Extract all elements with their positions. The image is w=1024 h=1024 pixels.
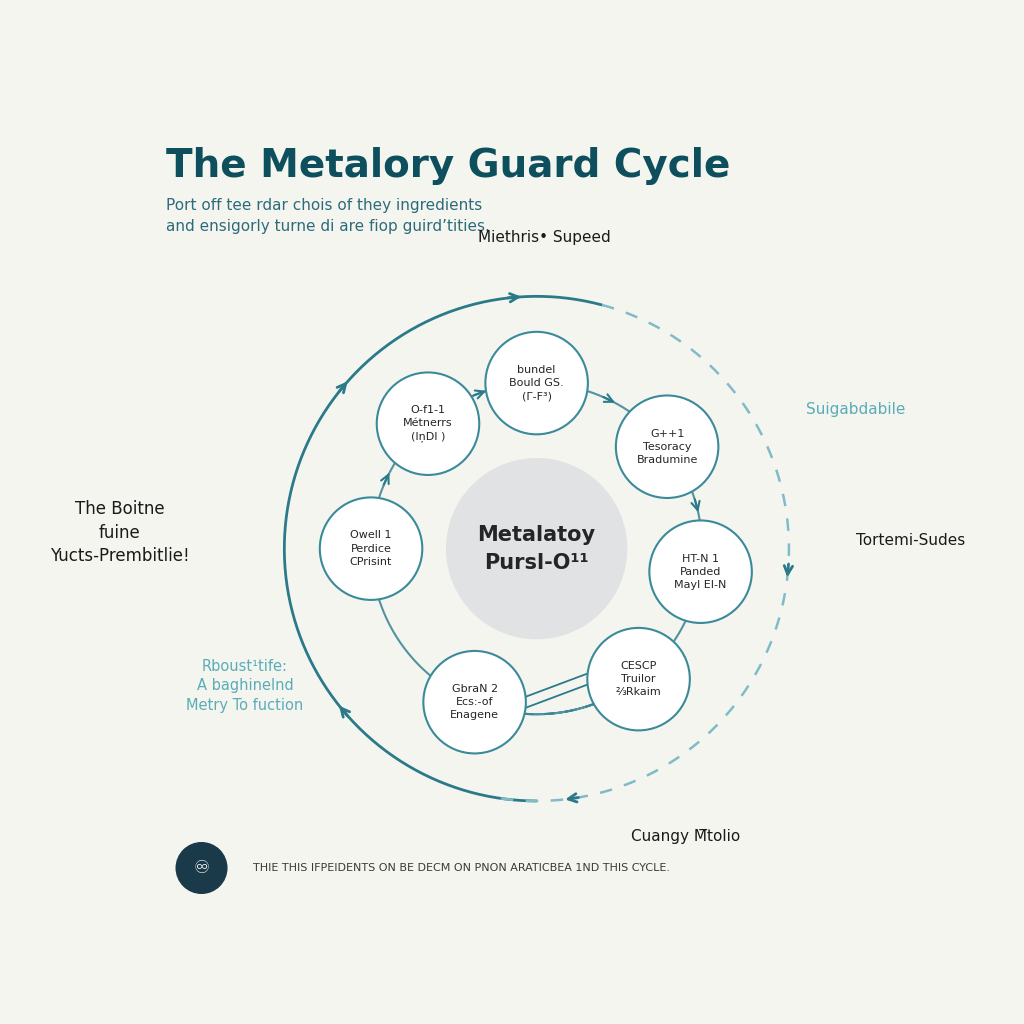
Text: Port off tee rdar chois of they ingredients
and ensigorly turne di are fiop guir: Port off tee rdar chois of they ingredie…: [166, 198, 489, 233]
Text: ♾: ♾: [194, 859, 210, 877]
Text: Metalatoy
Pursl-O¹¹: Metalatoy Pursl-O¹¹: [477, 524, 596, 572]
Text: THIE THIS IFPEIDENTS ON BE DECM ON PNON ARATICBEA 1ND THIS CYCLE.: THIE THIS IFPEIDENTS ON BE DECM ON PNON …: [253, 863, 670, 873]
Circle shape: [377, 373, 479, 475]
Circle shape: [588, 628, 690, 730]
Text: G++1
Tesoracy
Bradumine: G++1 Tesoracy Bradumine: [637, 428, 697, 465]
Text: CESCP
Truilor
⅔Rkaim: CESCP Truilor ⅔Rkaim: [615, 660, 662, 697]
Circle shape: [175, 842, 227, 894]
Circle shape: [423, 651, 526, 754]
Text: Cuangy M̅tolio: Cuangy M̅tolio: [631, 829, 740, 844]
Text: Suigabdabile: Suigabdabile: [806, 402, 905, 418]
Text: GbraN 2
Ecs:-of
Enagene: GbraN 2 Ecs:-of Enagene: [451, 684, 499, 720]
Text: HT-N 1
Panded
Mayl EI-N: HT-N 1 Panded Mayl EI-N: [675, 554, 727, 590]
Text: The Boitne
fuine
Yucts-Prembitlie!: The Boitne fuine Yucts-Prembitlie!: [50, 501, 189, 565]
Circle shape: [319, 498, 422, 600]
Circle shape: [649, 520, 752, 623]
Circle shape: [446, 458, 628, 639]
Text: The Metalory Guard Cycle: The Metalory Guard Cycle: [166, 146, 730, 184]
Text: Tortemi-Sudes: Tortemi-Sudes: [856, 534, 966, 548]
Text: Owell 1
Perdice
CPrisint: Owell 1 Perdice CPrisint: [350, 530, 392, 567]
Text: O-f1-1
Métnerrs
(IņDI ): O-f1-1 Métnerrs (IņDI ): [403, 406, 453, 442]
Text: Miethris• Supeed: Miethris• Supeed: [478, 230, 611, 245]
Text: bundel
Bould GS.
(Γ-F³): bundel Bould GS. (Γ-F³): [509, 365, 564, 401]
Circle shape: [485, 332, 588, 434]
Text: Rboust¹tife:
A baghinelnd
Metry To fuction: Rboust¹tife: A baghinelnd Metry To fucti…: [186, 658, 303, 713]
Circle shape: [615, 395, 719, 498]
